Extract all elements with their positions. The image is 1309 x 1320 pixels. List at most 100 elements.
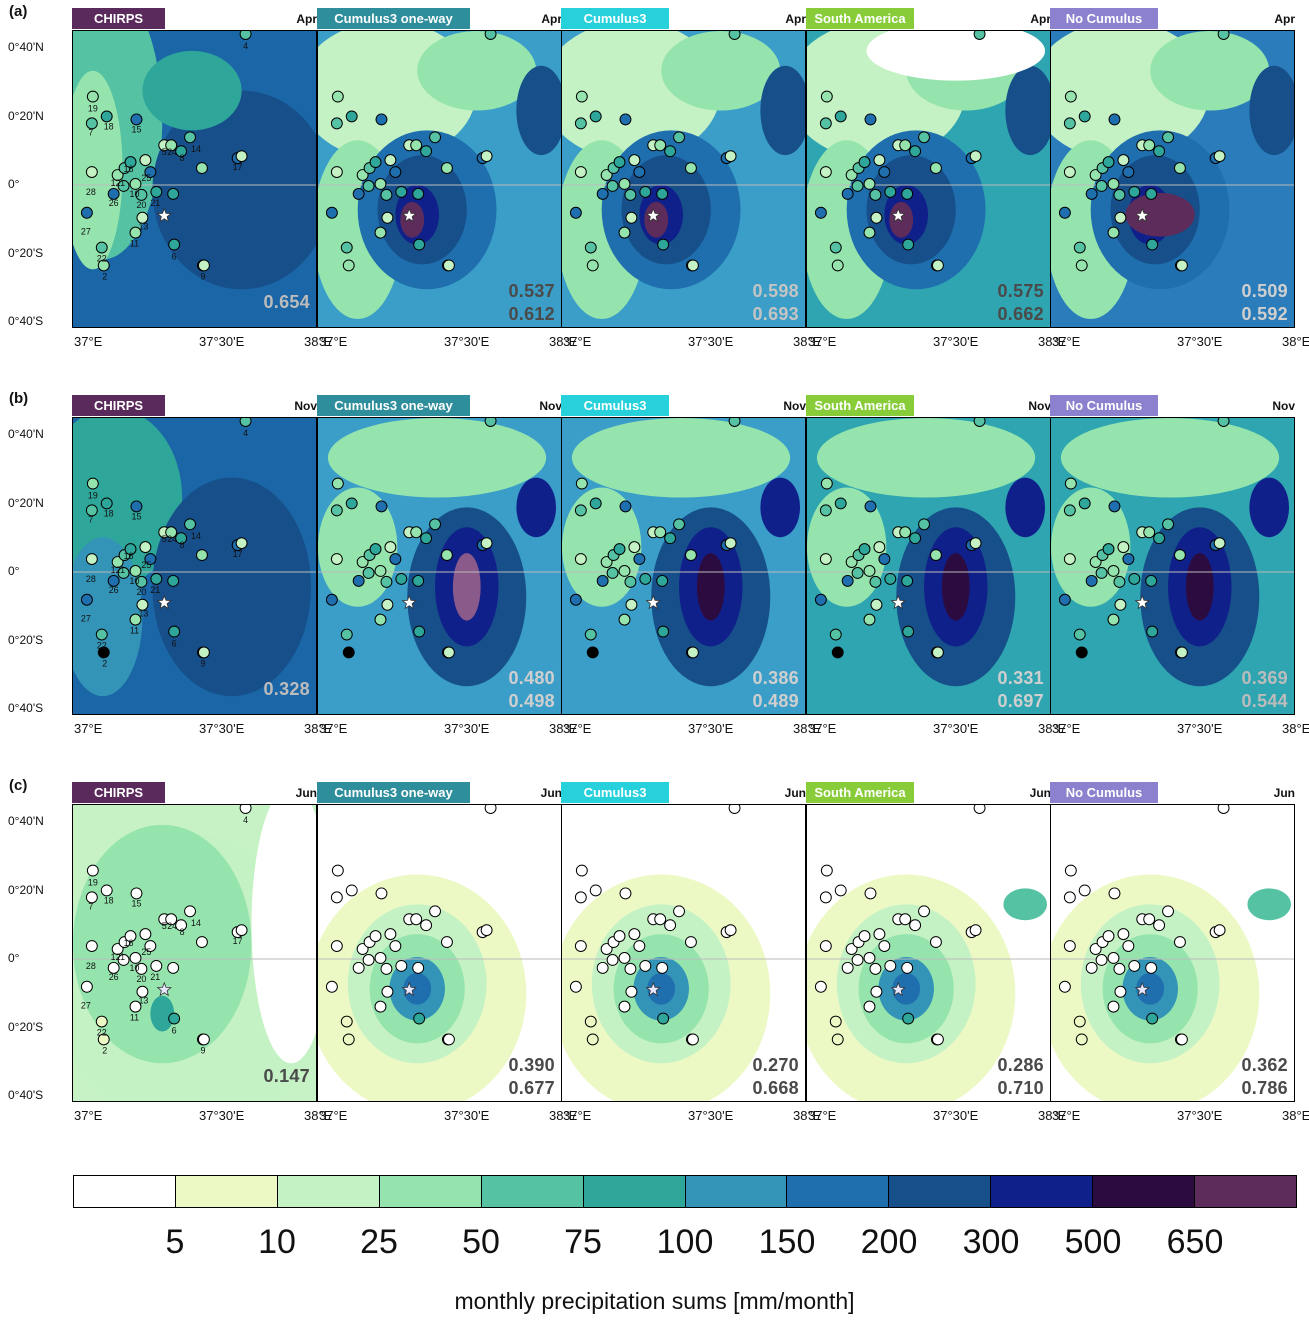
station-marker [144, 553, 157, 566]
station-marker [819, 166, 832, 179]
longitude-label: 38°E [304, 334, 333, 349]
station-marker [480, 537, 493, 550]
station-marker [197, 259, 210, 272]
longitude-label: 37°E [1052, 1108, 1081, 1123]
precip-contour [150, 995, 175, 1032]
station-marker [569, 206, 582, 219]
station-marker [144, 940, 157, 953]
station-marker [356, 556, 369, 568]
month-label: Apr [785, 12, 806, 26]
station-marker [819, 117, 832, 130]
precip-contour [1051, 487, 1131, 607]
station-marker [345, 110, 358, 123]
map-panel: No Cumulus Nov 0.369 0.544 37°E 37°30'E 38°E [1050, 395, 1309, 736]
station-marker [325, 206, 338, 219]
station-marker [389, 940, 402, 953]
station-marker [1107, 1000, 1120, 1013]
station-marker [330, 504, 343, 517]
station-marker [901, 574, 914, 587]
station-marker [384, 154, 397, 167]
score-primary: 0.509 [1241, 281, 1288, 301]
station-marker [195, 549, 208, 562]
station-marker [1085, 961, 1098, 974]
station-marker [1107, 565, 1120, 577]
station-number: 9 [200, 658, 205, 668]
station-marker [1085, 187, 1098, 200]
colorbar-tick-label: 300 [962, 1223, 1020, 1261]
longitude-label: 37°30'E [933, 721, 979, 736]
precip-contour [1249, 65, 1294, 156]
station-marker [657, 238, 670, 251]
station-number: 5 [162, 147, 167, 157]
station-marker [97, 1033, 110, 1046]
station-marker [673, 905, 685, 918]
station-marker [440, 549, 453, 562]
station-marker [1107, 178, 1120, 190]
longitude-label: 37°E [74, 721, 103, 736]
station-number: 25 [141, 560, 151, 570]
figure-row: (b) 0°40'N 0°20'N 0° 0°20'S 0°40'S CHIRPS Nov 19… [0, 390, 1309, 770]
score-primary: 0.537 [508, 281, 555, 301]
longitude-label: 38°E [1038, 721, 1067, 736]
station-marker [624, 575, 637, 588]
station-marker [369, 930, 382, 943]
station-marker [85, 504, 98, 517]
station-marker [574, 504, 587, 517]
precip-contour [1125, 192, 1195, 237]
station-marker [440, 936, 453, 949]
station-marker [819, 504, 832, 517]
station-marker [235, 924, 248, 937]
station-number: 2 [102, 658, 107, 668]
station-marker [858, 156, 871, 169]
score-primary: 0.362 [1241, 1055, 1288, 1075]
station-marker [1162, 131, 1174, 144]
station-marker [1095, 566, 1108, 579]
station-marker [1107, 226, 1120, 239]
longitude-label: 38°E [549, 1108, 578, 1123]
latitude-label: 0°40'S [8, 314, 44, 328]
colorbar-title: monthly precipitation sums [mm/month] [454, 1288, 855, 1314]
station-marker [574, 891, 587, 904]
precip-map-svg [1051, 31, 1294, 327]
station-marker [1162, 518, 1174, 531]
station-marker [150, 572, 163, 585]
station-marker [124, 156, 137, 169]
station-marker [330, 117, 343, 130]
station-marker [878, 553, 891, 566]
station-marker [686, 1033, 699, 1046]
station-marker [633, 553, 646, 566]
station-marker [480, 150, 493, 163]
station-marker [374, 226, 387, 239]
station-marker [1122, 940, 1135, 953]
dataset-tag: Cumulus3 one-way [317, 395, 470, 416]
station-marker [85, 940, 98, 953]
station-marker [356, 943, 369, 955]
site-star-icon [156, 207, 172, 223]
score-primary: 0.598 [752, 281, 799, 301]
station-marker [618, 226, 631, 239]
station-marker [1153, 532, 1166, 545]
station-marker [97, 259, 110, 272]
station-marker [375, 500, 388, 513]
dataset-tag: South America [806, 395, 914, 416]
station-marker [380, 188, 393, 201]
station-marker [870, 598, 883, 611]
station-number: 13 [138, 996, 148, 1006]
latitude-label: 0°40'N [8, 427, 44, 441]
site-star-icon [401, 594, 417, 610]
latitude-label: 0°40'N [8, 814, 44, 828]
station-marker [814, 206, 827, 219]
station-marker [969, 924, 982, 937]
station-marker [656, 187, 669, 200]
station-number: 26 [109, 198, 119, 208]
site-star-icon [645, 207, 661, 223]
station-marker [395, 959, 408, 972]
score-secondary: 0.498 [508, 691, 555, 711]
station-marker [600, 169, 613, 181]
station-marker [814, 593, 827, 606]
precip-contour [417, 31, 537, 111]
station-marker [86, 477, 99, 490]
station-marker [440, 162, 453, 175]
map-panel: Cumulus3 Jun 0.270 0.668 37°E 37°30'E 38°E [561, 782, 821, 1123]
dataset-tag: Cumulus3 [561, 395, 669, 416]
